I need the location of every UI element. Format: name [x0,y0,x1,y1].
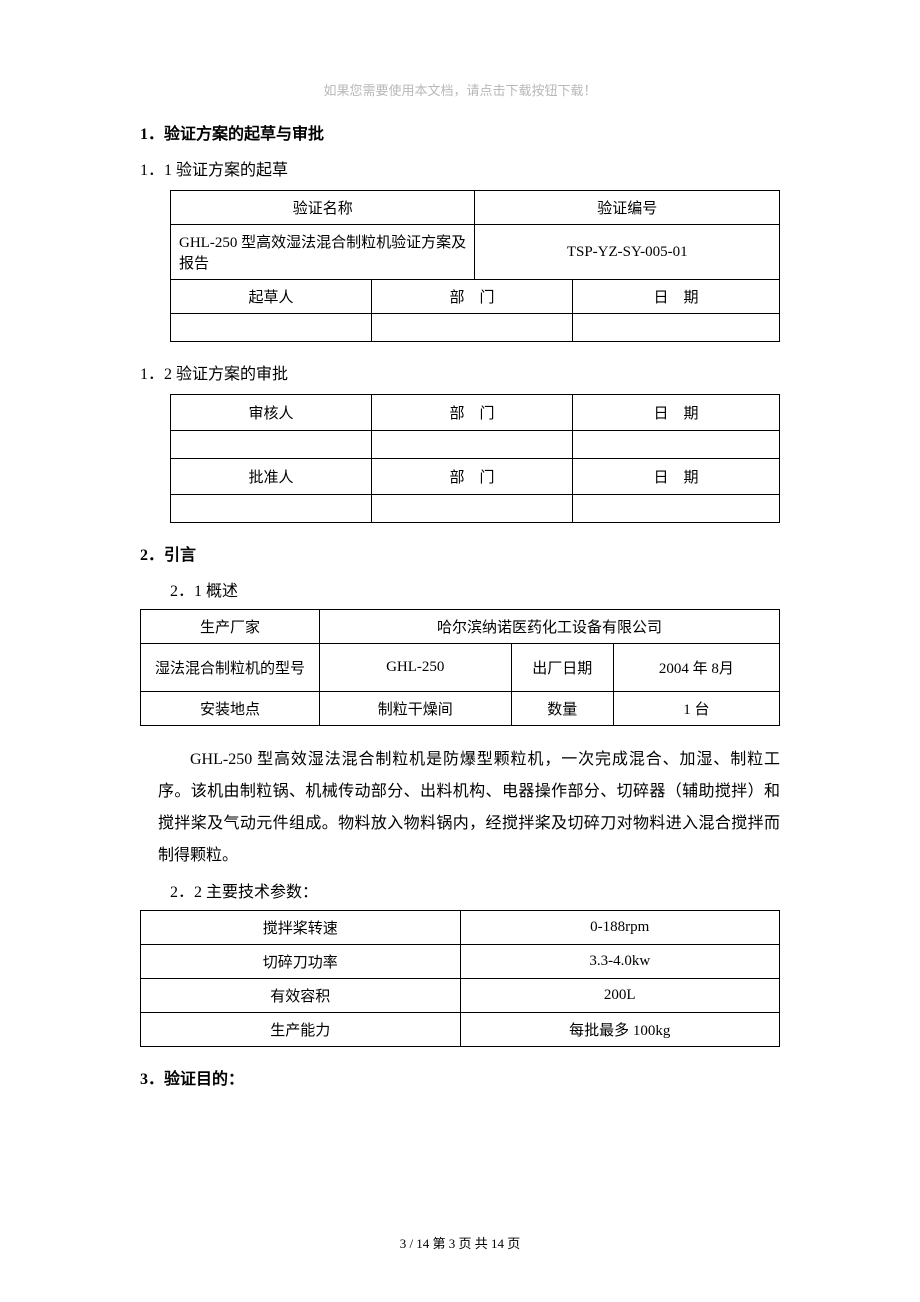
cell: 每批最多 100kg [460,1013,780,1047]
cell: TSP-YZ-SY-005-01 [475,225,780,280]
cell: 部 门 [371,395,572,431]
table-row: 湿法混合制粒机的型号 GHL-250 出厂日期 2004 年 8月 [141,644,780,692]
cell: 起草人 [171,280,372,314]
table-row: 起草人 部 门 日 期 [171,280,780,314]
cell: 日 期 [572,280,779,314]
section-1-1-title: 1．1 验证方案的起草 [140,156,780,180]
section-1-2-title: 1．2 验证方案的审批 [140,360,780,384]
page-footer: 3 / 14 第 3 页 共 14 页 [0,1233,920,1252]
cell: 0-188rpm [460,911,780,945]
overview-paragraph: GHL-250 型高效湿法混合制粒机是防爆型颗粒机，一次完成混合、加湿、制粒工序… [140,744,780,872]
cell: 审核人 [171,395,372,431]
section-2-1-title: 2．1 概述 [140,577,780,601]
section-3-title: 3．验证目的： [140,1065,780,1089]
cell [572,431,779,459]
cell [572,314,779,342]
table-row [171,495,780,523]
cell: GHL-250 [319,644,511,692]
cell [171,495,372,523]
cell: 200L [460,979,780,1013]
cell: 日 期 [572,395,779,431]
table-row: 切碎刀功率 3.3-4.0kw [141,945,780,979]
table-row: 有效容积 200L [141,979,780,1013]
cell: 生产能力 [141,1013,461,1047]
cell: 切碎刀功率 [141,945,461,979]
table-row [171,431,780,459]
table-overview: 生产厂家 哈尔滨纳诺医药化工设备有限公司 湿法混合制粒机的型号 GHL-250 … [140,609,780,726]
cell: 搅拌桨转速 [141,911,461,945]
cell: 有效容积 [141,979,461,1013]
table-draft: 验证名称 验证编号 GHL-250 型高效湿法混合制粒机验证方案及报告 TSP-… [170,190,780,342]
section-2-2-title: 2．2 主要技术参数： [140,878,780,902]
cell [572,495,779,523]
table-row: 验证名称 验证编号 [171,191,780,225]
cell: 出厂日期 [511,644,613,692]
section-2-title: 2．引言 [140,541,780,565]
cell: 数量 [511,692,613,726]
cell: 2004 年 8月 [613,644,779,692]
cell: 湿法混合制粒机的型号 [141,644,320,692]
cell: GHL-250 型高效湿法混合制粒机验证方案及报告 [171,225,475,280]
cell: 部 门 [371,459,572,495]
cell: 1 台 [613,692,779,726]
cell: 验证编号 [475,191,780,225]
cell: 生产厂家 [141,610,320,644]
table-specs: 搅拌桨转速 0-188rpm 切碎刀功率 3.3-4.0kw 有效容积 200L… [140,910,780,1047]
cell [371,314,572,342]
cell [371,495,572,523]
page-content: 1．验证方案的起草与审批 1．1 验证方案的起草 验证名称 验证编号 GHL-2… [140,120,780,1089]
table-row: GHL-250 型高效湿法混合制粒机验证方案及报告 TSP-YZ-SY-005-… [171,225,780,280]
table-row: 批准人 部 门 日 期 [171,459,780,495]
table-row: 生产厂家 哈尔滨纳诺医药化工设备有限公司 [141,610,780,644]
cell [171,314,372,342]
cell [171,431,372,459]
cell: 安装地点 [141,692,320,726]
table-row: 安装地点 制粒干燥间 数量 1 台 [141,692,780,726]
section-1-title: 1．验证方案的起草与审批 [140,120,780,144]
cell: 验证名称 [171,191,475,225]
table-approval: 审核人 部 门 日 期 批准人 部 门 日 期 [170,394,780,523]
table-row: 审核人 部 门 日 期 [171,395,780,431]
cell: 3.3-4.0kw [460,945,780,979]
table-row: 生产能力 每批最多 100kg [141,1013,780,1047]
table-row: 搅拌桨转速 0-188rpm [141,911,780,945]
table-row [171,314,780,342]
header-note: 如果您需要使用本文档，请点击下载按钮下载！ [0,80,920,99]
cell [371,431,572,459]
cell: 部 门 [371,280,572,314]
cell: 哈尔滨纳诺医药化工设备有限公司 [319,610,779,644]
cell: 日 期 [572,459,779,495]
cell: 制粒干燥间 [319,692,511,726]
cell: 批准人 [171,459,372,495]
